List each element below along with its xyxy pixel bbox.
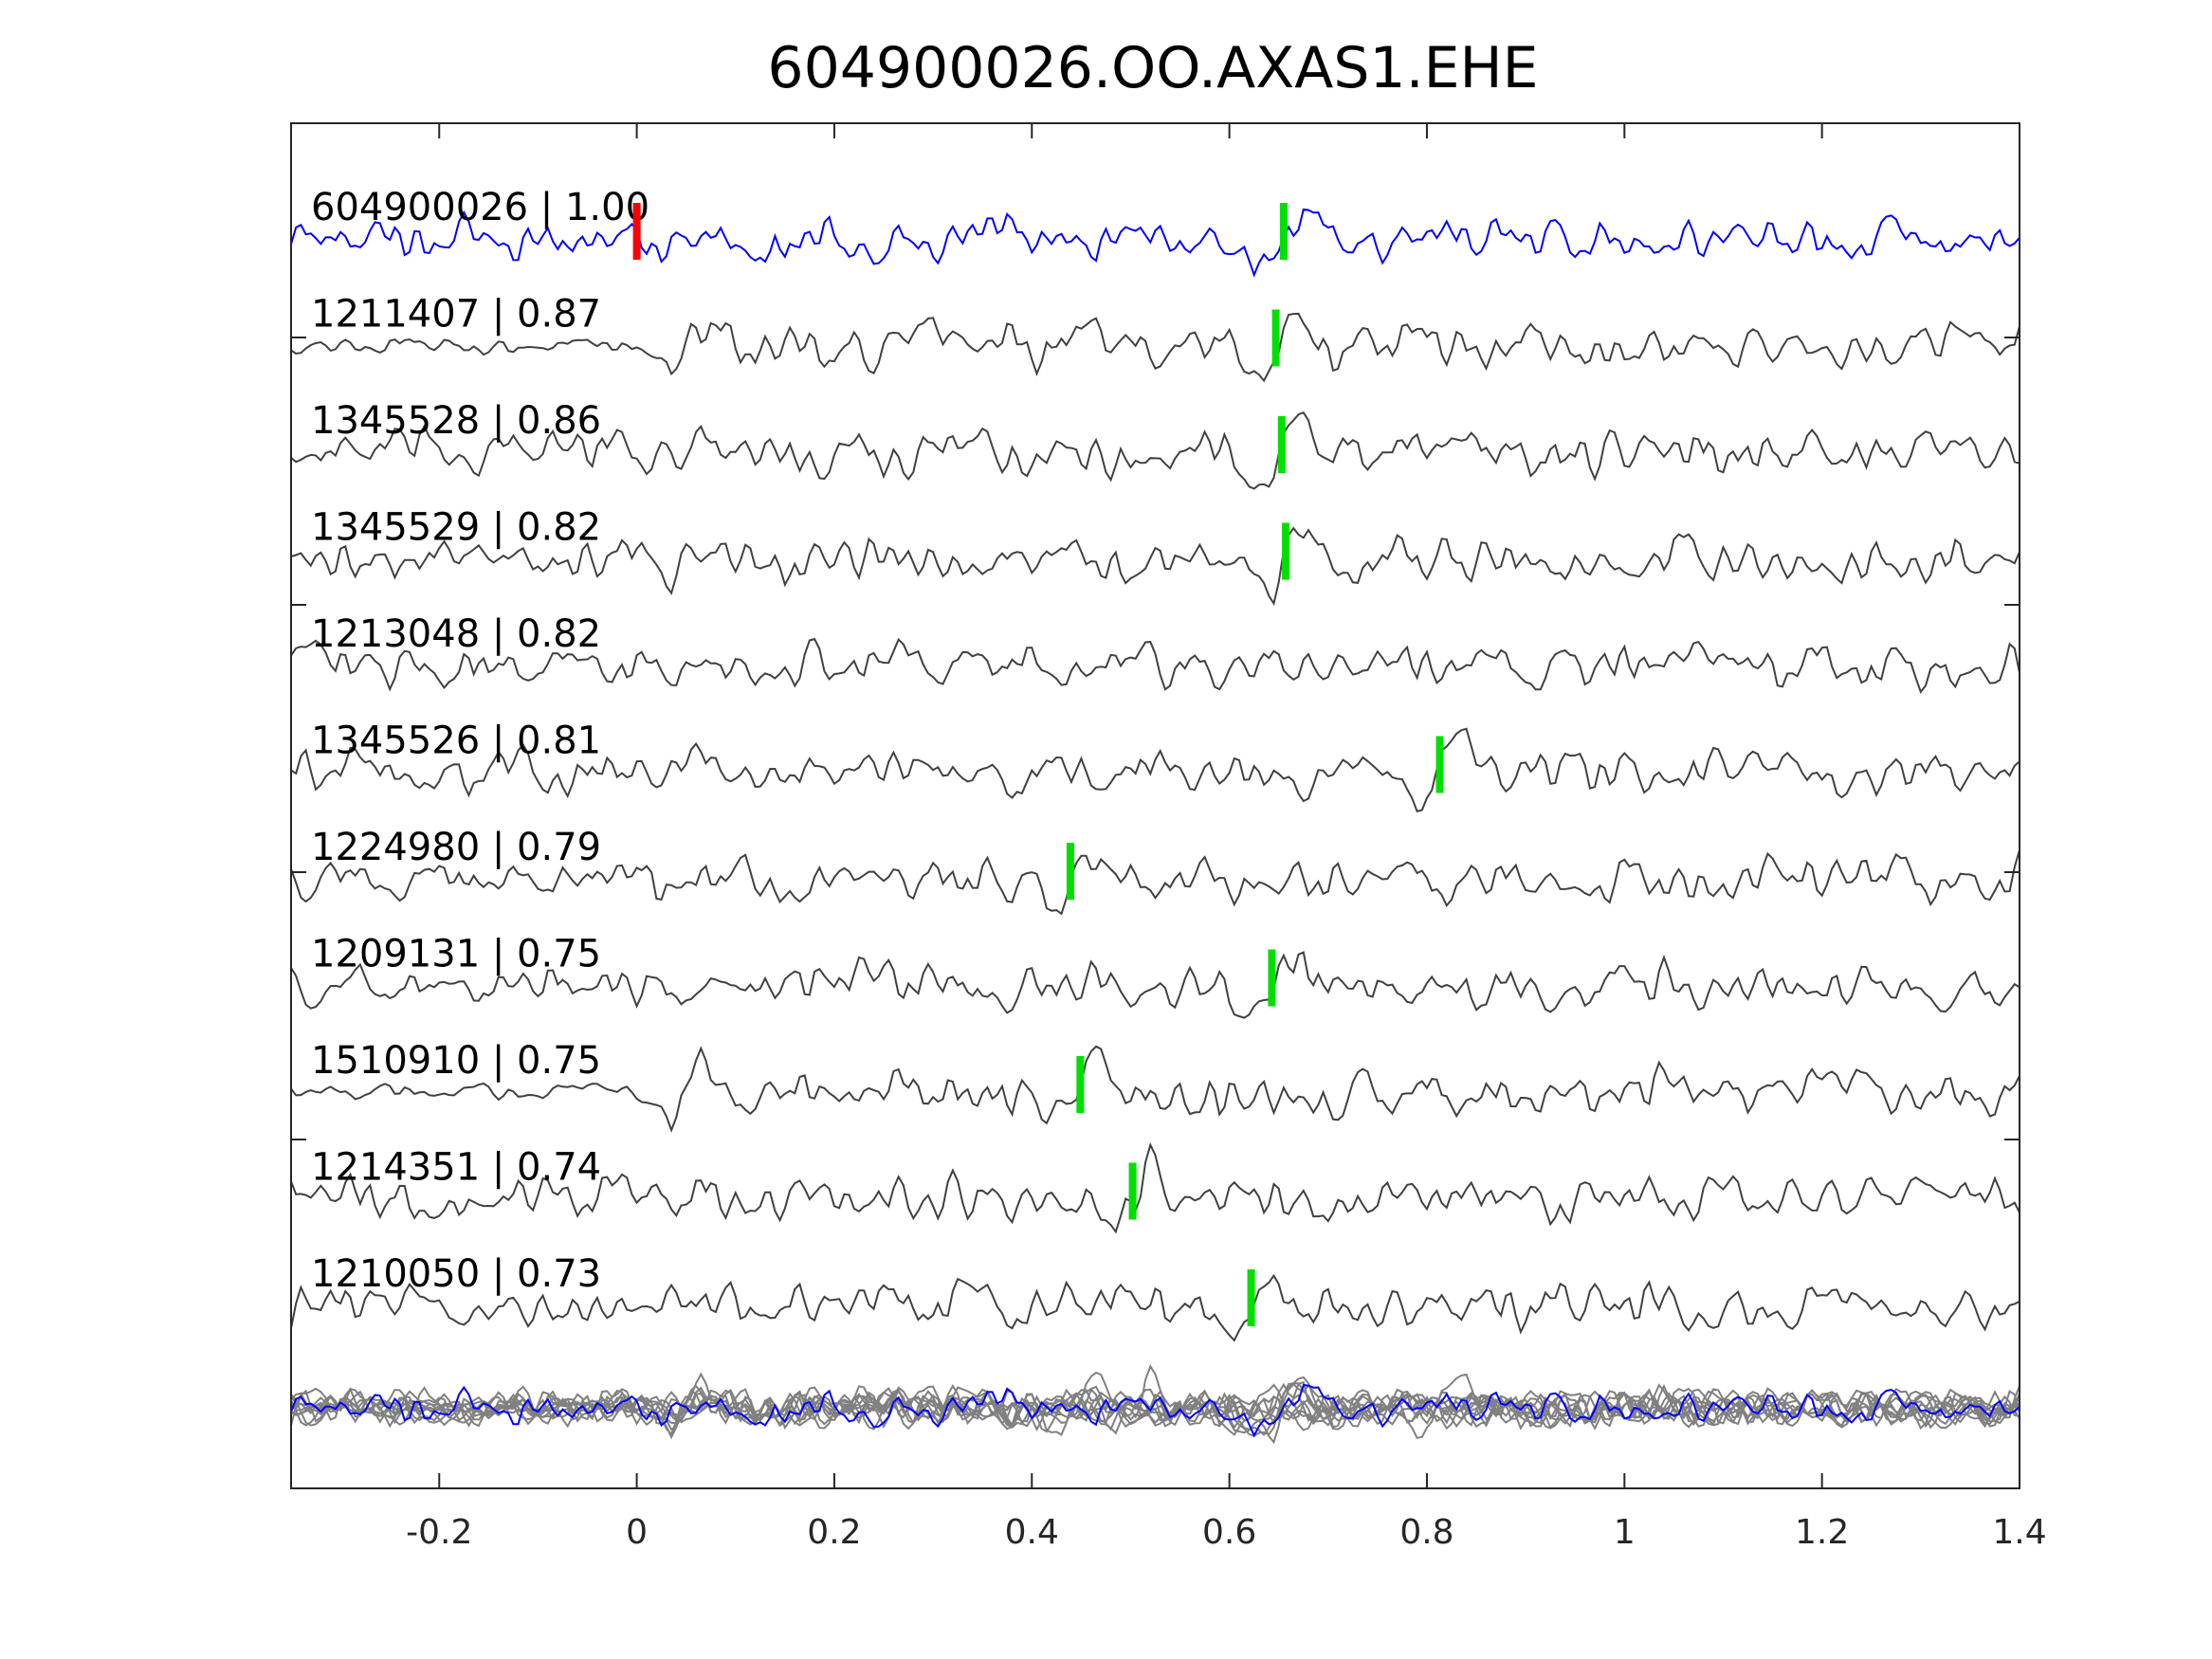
- trace-label: 1345528 | 0.86: [311, 399, 601, 443]
- trace-waveform: [290, 637, 2020, 694]
- trace-row: 1224980 | 0.79: [290, 826, 2020, 916]
- trace-label: 1510910 | 0.75: [311, 1039, 601, 1083]
- trace-row: 1210050 | 0.73: [290, 1252, 2020, 1342]
- trace-row: 1345528 | 0.86: [290, 399, 2020, 490]
- x-tick-label: 0.4: [1005, 1513, 1059, 1552]
- trace-label: 1210050 | 0.73: [311, 1252, 601, 1296]
- trace-label: 1345526 | 0.81: [311, 720, 601, 763]
- x-tick-label: 0.2: [807, 1513, 861, 1552]
- stacked-waveforms: [290, 1364, 2020, 1445]
- trace-row: 604900026 | 1.00: [290, 186, 2020, 278]
- chart-title: 604900026.OO.AXAS1.EHE: [767, 35, 1538, 101]
- trace-waveform: [290, 727, 2020, 812]
- trace-waveform: [290, 410, 2020, 490]
- trace-waveform: [290, 1273, 2020, 1342]
- plot-frame: [290, 122, 2020, 1489]
- trace-row: 1214351 | 0.74: [290, 1141, 2020, 1234]
- x-tick-label: 0.6: [1202, 1513, 1256, 1552]
- x-tick-label: 0.8: [1399, 1513, 1453, 1552]
- trace-label: 1213048 | 0.82: [311, 612, 601, 656]
- trace-label: 1211407 | 0.87: [311, 293, 601, 337]
- trace-label: 1209131 | 0.75: [311, 933, 601, 976]
- x-tick-label: 1.2: [1795, 1513, 1849, 1552]
- stack-trace: [290, 1371, 2020, 1440]
- x-tick-label: -0.2: [406, 1513, 472, 1552]
- template-waveform: [290, 208, 2020, 278]
- trace-label: 1214351 | 0.74: [311, 1146, 601, 1190]
- trace-row: 1211407 | 0.87: [290, 293, 2020, 383]
- trace-row: 1209131 | 0.75: [290, 933, 2020, 1019]
- trace-waveform: [290, 849, 2020, 916]
- trace-label: 604900026 | 1.00: [311, 186, 649, 229]
- stack-trace: [290, 1376, 2020, 1437]
- stack-template-trace: [290, 1383, 2020, 1438]
- trace-waveform: [290, 951, 2020, 1019]
- trace-label: 1224980 | 0.79: [311, 826, 601, 869]
- trace-waveform: [290, 1045, 2020, 1133]
- trace-waveform: [290, 312, 2020, 383]
- trace-row: 1510910 | 0.75: [290, 1039, 2020, 1133]
- trace-label: 1345529 | 0.82: [311, 506, 601, 550]
- trace-row: 1213048 | 0.82: [290, 612, 2020, 694]
- trace-waveform: [290, 1141, 2020, 1234]
- x-tick-label: 1.4: [1992, 1513, 2046, 1552]
- x-tick-label: 1: [1614, 1513, 1636, 1552]
- trace-waveform: [290, 526, 2020, 607]
- stack-trace: [290, 1364, 2020, 1435]
- trace-row: 1345526 | 0.81: [290, 720, 2020, 812]
- x-tick-label: 0: [626, 1513, 648, 1552]
- trace-row: 1345529 | 0.82: [290, 506, 2020, 607]
